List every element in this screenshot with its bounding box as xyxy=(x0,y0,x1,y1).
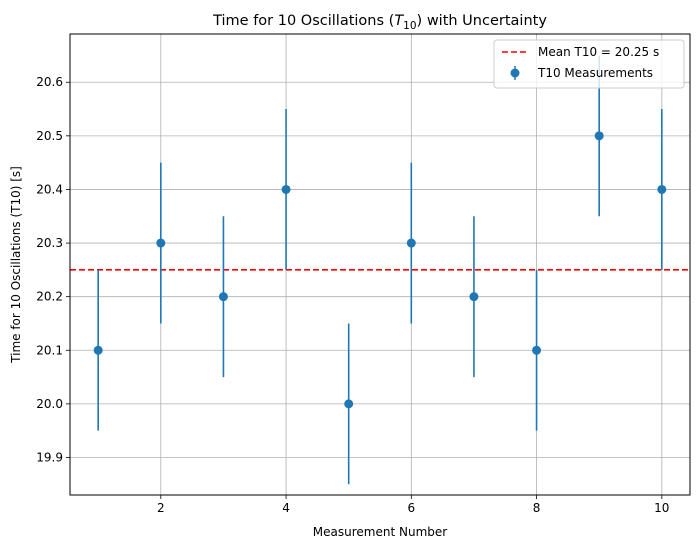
legend-mean-label: Mean T10 = 20.25 s xyxy=(538,45,659,59)
y-axis-label: Time for 10 Oscillations (T10) [s] xyxy=(9,166,23,364)
x-axis-label: Measurement Number xyxy=(313,525,447,539)
data-point xyxy=(218,292,228,302)
y-tick-label: 20.3 xyxy=(36,236,63,250)
x-tick-label: 10 xyxy=(654,501,669,515)
legend-marker-swatch xyxy=(510,68,520,78)
data-point xyxy=(657,184,667,194)
data-point xyxy=(469,292,479,302)
data-point xyxy=(344,399,354,409)
plot-frame xyxy=(69,33,691,496)
x-tick-label: 4 xyxy=(282,501,290,515)
legend-box xyxy=(493,39,685,89)
y-tick-label: 20.2 xyxy=(36,290,63,304)
data-point xyxy=(93,345,103,355)
chart-title-math-var: T xyxy=(394,13,404,29)
x-tick-label: 8 xyxy=(533,501,541,515)
data-point xyxy=(406,238,416,248)
x-tick-label: 6 xyxy=(407,501,415,515)
data-point xyxy=(281,184,291,194)
y-tick-label: 19.9 xyxy=(36,450,63,464)
ticks: 2 4 6 8 10 19.9 20.0 20.1 20.2 20.3 20.4 20.5 20.6 xyxy=(36,75,669,515)
data-point xyxy=(532,345,542,355)
data-point xyxy=(156,238,166,248)
grid xyxy=(70,34,690,495)
legend-series-label: T10 Measurements xyxy=(537,66,653,80)
y-tick-label: 20.5 xyxy=(36,129,63,143)
chart-title-math-sub: 10 xyxy=(403,20,416,32)
x-tick-label: 2 xyxy=(157,501,165,515)
legend: Mean T10 = 20.25 s T10 Measurements xyxy=(493,39,685,89)
y-tick-label: 20.0 xyxy=(36,397,63,411)
chart-title: Time for 10 Oscillations (T10) with Unce… xyxy=(212,13,547,32)
data-point xyxy=(594,131,604,141)
chart-title-tail: ) with Uncertainty xyxy=(417,13,548,29)
chart-title-main: Time for 10 Oscillations ( xyxy=(212,13,394,29)
y-tick-label: 20.4 xyxy=(36,182,63,196)
y-tick-label: 20.1 xyxy=(36,343,63,357)
y-tick-label: 20.6 xyxy=(36,75,63,89)
